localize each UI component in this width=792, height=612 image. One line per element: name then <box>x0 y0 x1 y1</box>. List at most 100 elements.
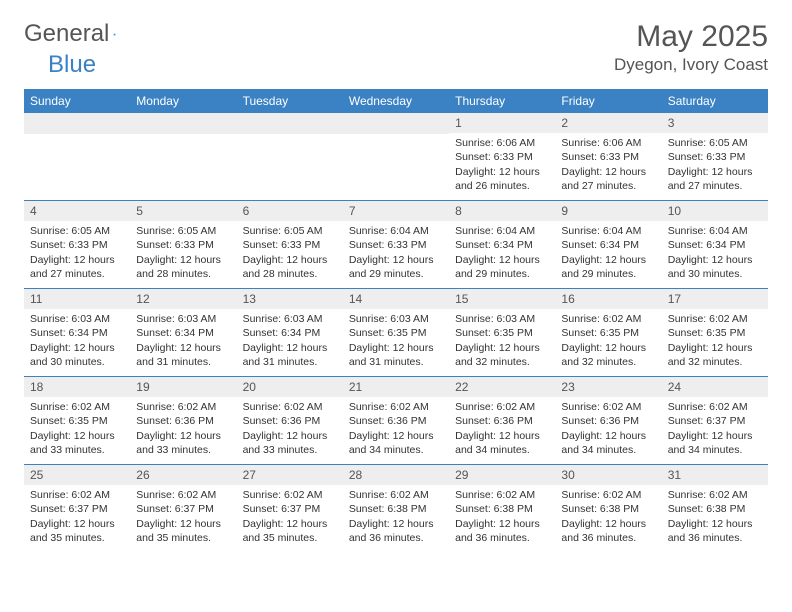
daylight-text: Daylight: 12 hours and 32 minutes. <box>668 341 762 369</box>
calendar-week-row: 4Sunrise: 6:05 AMSunset: 6:33 PMDaylight… <box>24 200 768 288</box>
daylight-text: Daylight: 12 hours and 35 minutes. <box>136 517 230 545</box>
calendar-day-cell: 31Sunrise: 6:02 AMSunset: 6:38 PMDayligh… <box>662 464 768 552</box>
daylight-text: Daylight: 12 hours and 33 minutes. <box>136 429 230 457</box>
sunset-text: Sunset: 6:35 PM <box>349 326 443 340</box>
daylight-text: Daylight: 12 hours and 34 minutes. <box>349 429 443 457</box>
day-number: 5 <box>130 200 236 221</box>
sunrise-text: Sunrise: 6:04 AM <box>455 224 549 238</box>
sunrise-text: Sunrise: 6:04 AM <box>561 224 655 238</box>
sunset-text: Sunset: 6:34 PM <box>30 326 124 340</box>
day-number: 25 <box>24 464 130 485</box>
daylight-text: Daylight: 12 hours and 26 minutes. <box>455 165 549 193</box>
calendar-day-cell: 21Sunrise: 6:02 AMSunset: 6:36 PMDayligh… <box>343 376 449 464</box>
daylight-text: Daylight: 12 hours and 27 minutes. <box>30 253 124 281</box>
daylight-text: Daylight: 12 hours and 31 minutes. <box>136 341 230 369</box>
day-details: Sunrise: 6:02 AMSunset: 6:38 PMDaylight:… <box>449 485 555 551</box>
calendar-week-row: 1Sunrise: 6:06 AMSunset: 6:33 PMDaylight… <box>24 112 768 200</box>
day-number: 27 <box>237 464 343 485</box>
daylight-text: Daylight: 12 hours and 36 minutes. <box>561 517 655 545</box>
day-details: Sunrise: 6:02 AMSunset: 6:36 PMDaylight:… <box>237 397 343 463</box>
calendar-day-cell: 24Sunrise: 6:02 AMSunset: 6:37 PMDayligh… <box>662 376 768 464</box>
day-number: 11 <box>24 288 130 309</box>
logo-text-general: General <box>24 20 109 48</box>
daylight-text: Daylight: 12 hours and 34 minutes. <box>561 429 655 457</box>
sunrise-text: Sunrise: 6:02 AM <box>668 400 762 414</box>
daylight-text: Daylight: 12 hours and 31 minutes. <box>243 341 337 369</box>
day-number <box>237 112 343 134</box>
daylight-text: Daylight: 12 hours and 29 minutes. <box>349 253 443 281</box>
day-details: Sunrise: 6:03 AMSunset: 6:35 PMDaylight:… <box>343 309 449 375</box>
day-details: Sunrise: 6:04 AMSunset: 6:34 PMDaylight:… <box>662 221 768 287</box>
daylight-text: Daylight: 12 hours and 32 minutes. <box>561 341 655 369</box>
sunrise-text: Sunrise: 6:02 AM <box>349 400 443 414</box>
sunset-text: Sunset: 6:36 PM <box>349 414 443 428</box>
weekday-header-row: Sunday Monday Tuesday Wednesday Thursday… <box>24 90 768 113</box>
day-details: Sunrise: 6:04 AMSunset: 6:34 PMDaylight:… <box>449 221 555 287</box>
day-details: Sunrise: 6:02 AMSunset: 6:35 PMDaylight:… <box>555 309 661 375</box>
day-details: Sunrise: 6:05 AMSunset: 6:33 PMDaylight:… <box>237 221 343 287</box>
calendar-day-cell: 16Sunrise: 6:02 AMSunset: 6:35 PMDayligh… <box>555 288 661 376</box>
daylight-text: Daylight: 12 hours and 33 minutes. <box>30 429 124 457</box>
day-number: 1 <box>449 112 555 133</box>
sunrise-text: Sunrise: 6:02 AM <box>243 488 337 502</box>
calendar-day-cell: 20Sunrise: 6:02 AMSunset: 6:36 PMDayligh… <box>237 376 343 464</box>
day-details: Sunrise: 6:05 AMSunset: 6:33 PMDaylight:… <box>24 221 130 287</box>
sunrise-text: Sunrise: 6:03 AM <box>455 312 549 326</box>
sunset-text: Sunset: 6:38 PM <box>349 502 443 516</box>
daylight-text: Daylight: 12 hours and 31 minutes. <box>349 341 443 369</box>
sunrise-text: Sunrise: 6:04 AM <box>668 224 762 238</box>
logo-text-blue: Blue <box>48 51 96 78</box>
daylight-text: Daylight: 12 hours and 30 minutes. <box>30 341 124 369</box>
calendar-day-cell: 14Sunrise: 6:03 AMSunset: 6:35 PMDayligh… <box>343 288 449 376</box>
sunrise-text: Sunrise: 6:02 AM <box>136 400 230 414</box>
sunset-text: Sunset: 6:37 PM <box>136 502 230 516</box>
day-details: Sunrise: 6:02 AMSunset: 6:36 PMDaylight:… <box>130 397 236 463</box>
sunrise-text: Sunrise: 6:06 AM <box>455 136 549 150</box>
sunrise-text: Sunrise: 6:06 AM <box>561 136 655 150</box>
sunrise-text: Sunrise: 6:02 AM <box>136 488 230 502</box>
day-details: Sunrise: 6:02 AMSunset: 6:36 PMDaylight:… <box>449 397 555 463</box>
day-number: 19 <box>130 376 236 397</box>
sunrise-text: Sunrise: 6:05 AM <box>30 224 124 238</box>
sunset-text: Sunset: 6:38 PM <box>668 502 762 516</box>
sunset-text: Sunset: 6:34 PM <box>136 326 230 340</box>
day-number: 24 <box>662 376 768 397</box>
day-number: 22 <box>449 376 555 397</box>
sunrise-text: Sunrise: 6:02 AM <box>30 488 124 502</box>
calendar-week-row: 25Sunrise: 6:02 AMSunset: 6:37 PMDayligh… <box>24 464 768 552</box>
calendar-day-cell: 7Sunrise: 6:04 AMSunset: 6:33 PMDaylight… <box>343 200 449 288</box>
day-details: Sunrise: 6:06 AMSunset: 6:33 PMDaylight:… <box>555 133 661 199</box>
calendar-day-cell: 17Sunrise: 6:02 AMSunset: 6:35 PMDayligh… <box>662 288 768 376</box>
day-number: 23 <box>555 376 661 397</box>
day-number: 20 <box>237 376 343 397</box>
day-details: Sunrise: 6:04 AMSunset: 6:33 PMDaylight:… <box>343 221 449 287</box>
calendar-day-cell: 9Sunrise: 6:04 AMSunset: 6:34 PMDaylight… <box>555 200 661 288</box>
day-details: Sunrise: 6:02 AMSunset: 6:37 PMDaylight:… <box>662 397 768 463</box>
sunset-text: Sunset: 6:33 PM <box>243 238 337 252</box>
sunset-text: Sunset: 6:37 PM <box>30 502 124 516</box>
calendar-table: Sunday Monday Tuesday Wednesday Thursday… <box>24 89 768 552</box>
calendar-day-cell: 6Sunrise: 6:05 AMSunset: 6:33 PMDaylight… <box>237 200 343 288</box>
day-details: Sunrise: 6:05 AMSunset: 6:33 PMDaylight:… <box>130 221 236 287</box>
calendar-day-cell: 30Sunrise: 6:02 AMSunset: 6:38 PMDayligh… <box>555 464 661 552</box>
calendar-day-cell: 4Sunrise: 6:05 AMSunset: 6:33 PMDaylight… <box>24 200 130 288</box>
day-number: 17 <box>662 288 768 309</box>
sunrise-text: Sunrise: 6:02 AM <box>349 488 443 502</box>
sunrise-text: Sunrise: 6:02 AM <box>30 400 124 414</box>
day-number: 31 <box>662 464 768 485</box>
calendar-day-cell: 3Sunrise: 6:05 AMSunset: 6:33 PMDaylight… <box>662 112 768 200</box>
sunrise-text: Sunrise: 6:02 AM <box>243 400 337 414</box>
sunset-text: Sunset: 6:33 PM <box>668 150 762 164</box>
calendar-day-cell: 1Sunrise: 6:06 AMSunset: 6:33 PMDaylight… <box>449 112 555 200</box>
day-details: Sunrise: 6:05 AMSunset: 6:33 PMDaylight:… <box>662 133 768 199</box>
day-details: Sunrise: 6:04 AMSunset: 6:34 PMDaylight:… <box>555 221 661 287</box>
day-number: 10 <box>662 200 768 221</box>
day-details: Sunrise: 6:03 AMSunset: 6:35 PMDaylight:… <box>449 309 555 375</box>
sunrise-text: Sunrise: 6:03 AM <box>136 312 230 326</box>
day-details: Sunrise: 6:02 AMSunset: 6:37 PMDaylight:… <box>237 485 343 551</box>
calendar-day-cell: 25Sunrise: 6:02 AMSunset: 6:37 PMDayligh… <box>24 464 130 552</box>
day-details: Sunrise: 6:02 AMSunset: 6:36 PMDaylight:… <box>555 397 661 463</box>
sunset-text: Sunset: 6:34 PM <box>561 238 655 252</box>
weekday-header: Tuesday <box>237 90 343 113</box>
day-number <box>24 112 130 134</box>
